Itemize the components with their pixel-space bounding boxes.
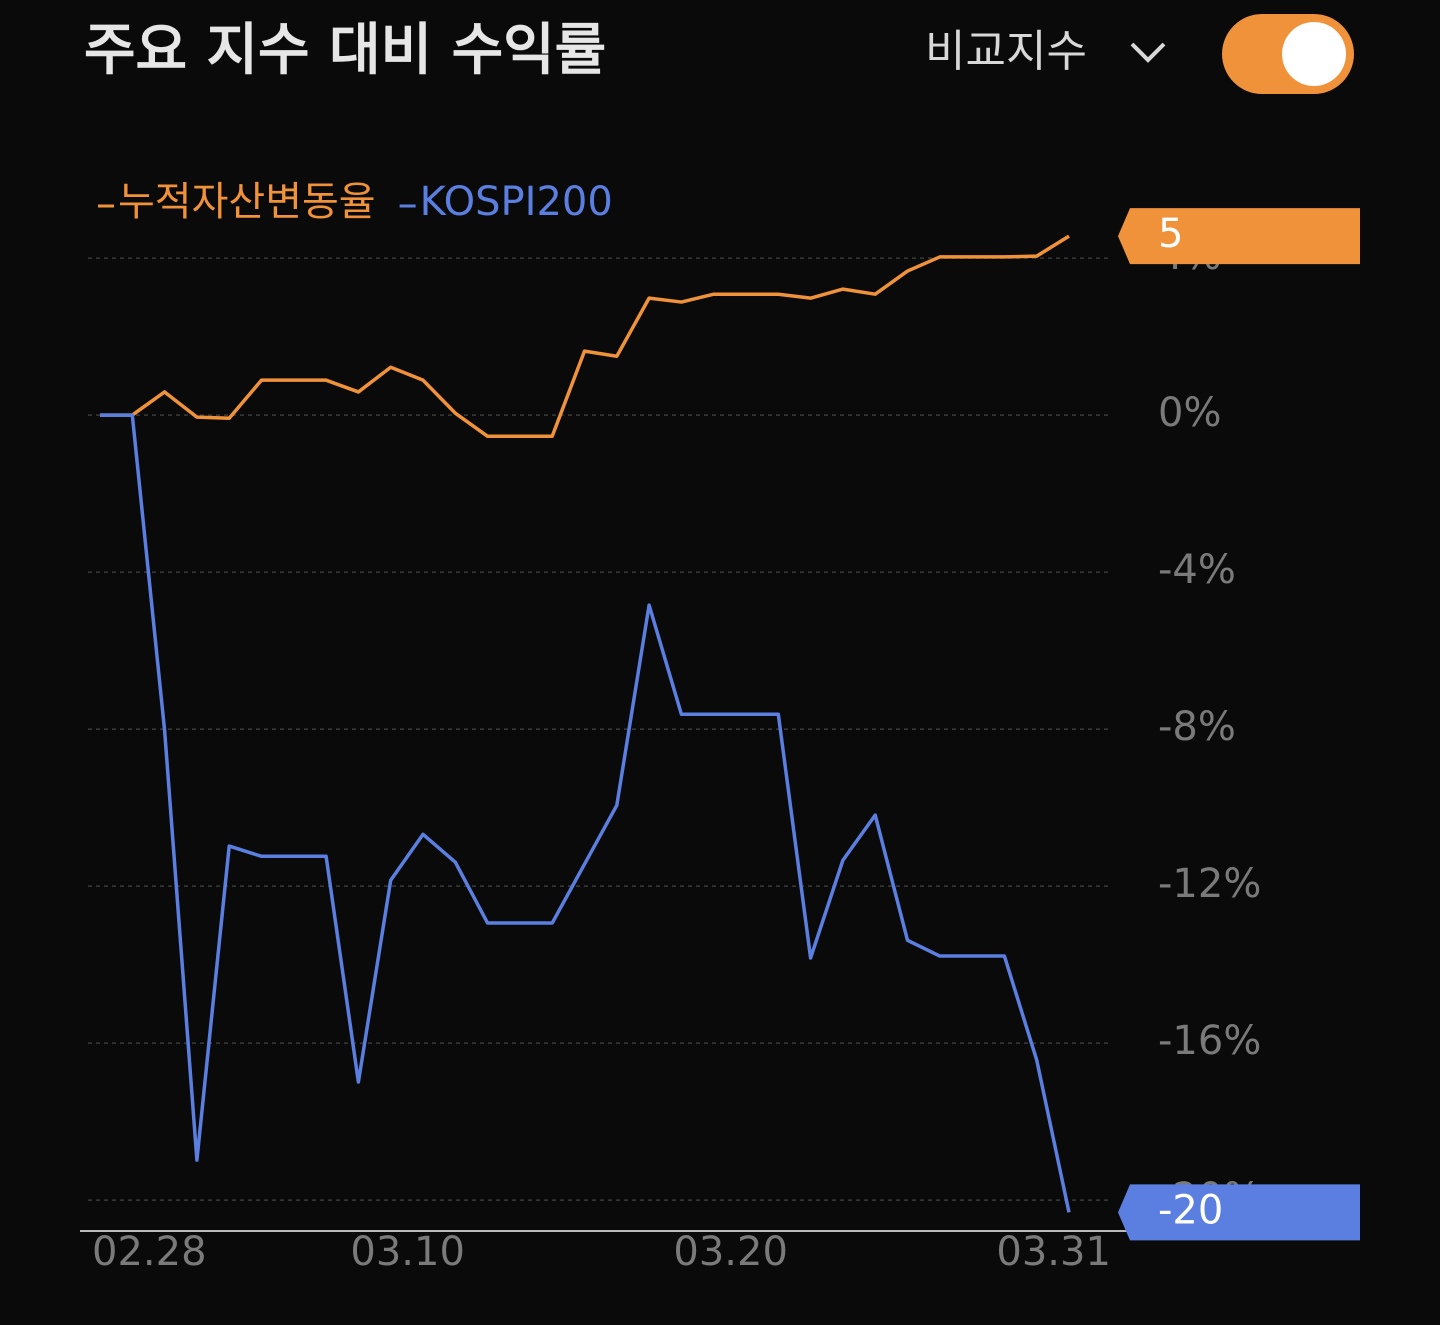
badges: 5 -20 — [1118, 208, 1360, 1241]
y-tick-label: 0% — [1158, 390, 1221, 436]
chevron[interactable] — [1130, 42, 1166, 63]
legend-label: KOSPI200 — [420, 179, 613, 225]
value-label: 5 — [1158, 211, 1183, 257]
y-tick-label: -4% — [1158, 547, 1236, 593]
line — [100, 234, 1070, 439]
x-tick-label: 03.20 — [673, 1229, 788, 1275]
x-tick-label: 03.10 — [350, 1229, 465, 1275]
grid: 4%0%-4%-8%-12%-16%-20%02.2803.1003.2003.… — [88, 233, 1261, 1275]
x-tick-label: 03.31 — [996, 1229, 1111, 1275]
compare-button[interactable]: 비교지수 — [925, 26, 1087, 77]
toggle-knob[interactable] — [1282, 22, 1346, 86]
title: 주요 지수 대비 수익률 — [84, 18, 606, 83]
line — [100, 413, 1071, 1213]
value-badge — [1118, 208, 1360, 265]
y-tick-label: -12% — [1158, 861, 1261, 907]
legend-label: 누적자산변동율 — [118, 179, 376, 225]
value-badge — [1118, 1184, 1360, 1241]
y-tick-label: -16% — [1158, 1018, 1261, 1064]
legend: 누적자산변동율 KOSPI200 — [98, 179, 613, 225]
plot — [100, 234, 1071, 1213]
y-tick-label: -8% — [1158, 704, 1236, 750]
value-label: -20 — [1158, 1187, 1223, 1233]
x-tick-label: 02.28 — [92, 1229, 207, 1275]
